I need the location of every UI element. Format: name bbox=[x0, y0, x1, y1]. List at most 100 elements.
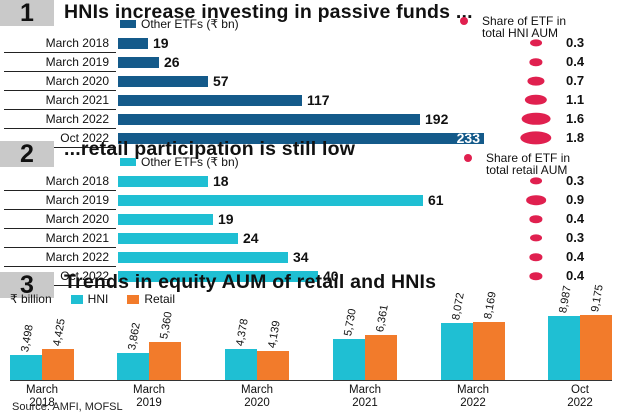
etf-bar-value: 61 bbox=[428, 192, 444, 208]
section-2-number: 2 bbox=[0, 141, 54, 167]
x-axis-label: March 2022 bbox=[438, 384, 508, 410]
share-value: 0.4 bbox=[566, 249, 585, 264]
share-dot bbox=[520, 131, 552, 145]
share-dot bbox=[529, 58, 543, 66]
row-label: March 2020 bbox=[45, 212, 109, 226]
hni-bar-value: 4,378 bbox=[234, 317, 251, 347]
etf-bar bbox=[118, 252, 288, 263]
x-axis-label-line1: Oct bbox=[571, 384, 589, 396]
share-dot bbox=[524, 94, 548, 106]
row-divider bbox=[4, 52, 116, 53]
row-divider bbox=[4, 247, 116, 248]
hni-bar bbox=[333, 339, 365, 380]
share-dot bbox=[526, 195, 546, 205]
etf-bar bbox=[118, 114, 420, 125]
x-axis-label-line1: March bbox=[26, 384, 58, 396]
row-divider bbox=[4, 209, 116, 210]
section-3-title: Trends in equity AUM of retail and HNIs bbox=[64, 271, 437, 293]
share-dot bbox=[530, 39, 542, 47]
etf-bar bbox=[118, 57, 159, 68]
retail-bar-value: 9,175 bbox=[589, 283, 606, 313]
pink-dot-icon bbox=[464, 154, 472, 162]
section-2-dot-legend-line2: total retail AUM bbox=[486, 163, 568, 177]
etf-bar-value: 40 bbox=[323, 268, 339, 284]
x-axis-label: March 2021 bbox=[330, 384, 400, 410]
row-divider bbox=[4, 228, 116, 229]
share-value: 0.3 bbox=[566, 173, 585, 188]
etf-bar bbox=[118, 195, 423, 206]
section-1-bar-legend: Other ETFs (₹ bn) bbox=[120, 17, 239, 31]
row-divider bbox=[4, 109, 116, 110]
row-label: March 2018 bbox=[45, 174, 109, 188]
row-label: March 2021 bbox=[45, 93, 109, 107]
etf-bar bbox=[118, 214, 213, 225]
row-label: March 2018 bbox=[45, 36, 109, 50]
etf-bar-value: 117 bbox=[307, 92, 330, 108]
section-1-title: HNIs increase investing in passive funds… bbox=[64, 1, 473, 23]
share-dot bbox=[529, 253, 543, 261]
section-1-bar-legend-label: Other ETFs (₹ bn) bbox=[141, 17, 239, 31]
etf-bar-value: 18 bbox=[213, 173, 229, 189]
share-value: 1.8 bbox=[566, 130, 585, 145]
etf-bar-value: 57 bbox=[213, 73, 229, 89]
x-axis-label-line2: 2022 bbox=[567, 397, 593, 409]
row-divider bbox=[4, 190, 116, 191]
share-value: 0.4 bbox=[566, 54, 585, 69]
hni-bar-value: 3,862 bbox=[126, 321, 143, 351]
retail-bar bbox=[42, 349, 74, 380]
hni-bar bbox=[225, 349, 257, 380]
row-label: March 2019 bbox=[45, 193, 109, 207]
section-3-unit: ₹ billion bbox=[10, 292, 52, 306]
etf-bar-value: 19 bbox=[218, 211, 234, 227]
share-dot bbox=[529, 215, 543, 223]
row-label: Oct 2022 bbox=[60, 269, 109, 283]
share-value: 0.4 bbox=[566, 268, 585, 283]
x-axis-label-line2: 2022 bbox=[460, 397, 486, 409]
retail-bar-value: 4,139 bbox=[266, 319, 283, 349]
section-2-title: ...retail participation is still low bbox=[64, 138, 356, 160]
pink-dot-icon bbox=[460, 17, 468, 25]
retail-bar-value: 5,360 bbox=[158, 310, 175, 340]
hni-bar-value: 5,730 bbox=[342, 307, 359, 337]
hni-bar bbox=[10, 355, 42, 380]
row-label: Oct 2022 bbox=[60, 131, 109, 145]
legend-retail-label: Retail bbox=[144, 292, 176, 306]
x-axis-label-line2: 2021 bbox=[352, 397, 378, 409]
hni-bar-value: 8,987 bbox=[557, 284, 574, 314]
etf-bar bbox=[118, 95, 302, 106]
hni-bar-value: 3,498 bbox=[19, 323, 36, 353]
share-dot bbox=[521, 112, 551, 126]
share-value: 0.3 bbox=[566, 230, 585, 245]
x-axis-label-line2: 2018 bbox=[29, 397, 55, 409]
section-1-number: 1 bbox=[0, 0, 54, 26]
hni-bar-value: 8,072 bbox=[450, 291, 467, 321]
retail-bar bbox=[149, 342, 181, 380]
x-axis-label-line1: March bbox=[133, 384, 165, 396]
etf-bar bbox=[118, 233, 238, 244]
row-label: March 2022 bbox=[45, 112, 109, 126]
orange-swatch-icon bbox=[127, 294, 140, 304]
share-value: 0.4 bbox=[566, 211, 585, 226]
section-2-bar-legend: Other ETFs (₹ bn) bbox=[120, 155, 239, 169]
retail-bar-value: 6,361 bbox=[374, 303, 391, 333]
share-value: 1.6 bbox=[566, 111, 585, 126]
share-value: 1.1 bbox=[566, 92, 585, 107]
share-dot bbox=[530, 177, 542, 185]
etf-bar bbox=[118, 271, 318, 282]
x-axis-label: March 2020 bbox=[222, 384, 292, 410]
retail-bar bbox=[473, 322, 505, 380]
share-value: 0.3 bbox=[566, 35, 585, 50]
etf-bar-value: 34 bbox=[293, 249, 309, 265]
row-label: March 2020 bbox=[45, 74, 109, 88]
navy-swatch-icon bbox=[120, 20, 136, 28]
retail-bar-value: 4,425 bbox=[51, 317, 68, 347]
x-axis-label: March 2019 bbox=[114, 384, 184, 410]
retail-bar bbox=[365, 335, 397, 380]
etf-bar-value: 192 bbox=[425, 111, 449, 127]
section-2-dot-legend: Share of ETF in total retail AUM bbox=[464, 152, 570, 177]
etf-bar-value: 26 bbox=[164, 54, 180, 70]
legend-hni-label: HNI bbox=[87, 292, 109, 306]
source-note: Source: AMFI, MOFSL bbox=[12, 401, 123, 413]
cyan-swatch-icon bbox=[120, 158, 136, 166]
row-divider bbox=[4, 71, 116, 72]
